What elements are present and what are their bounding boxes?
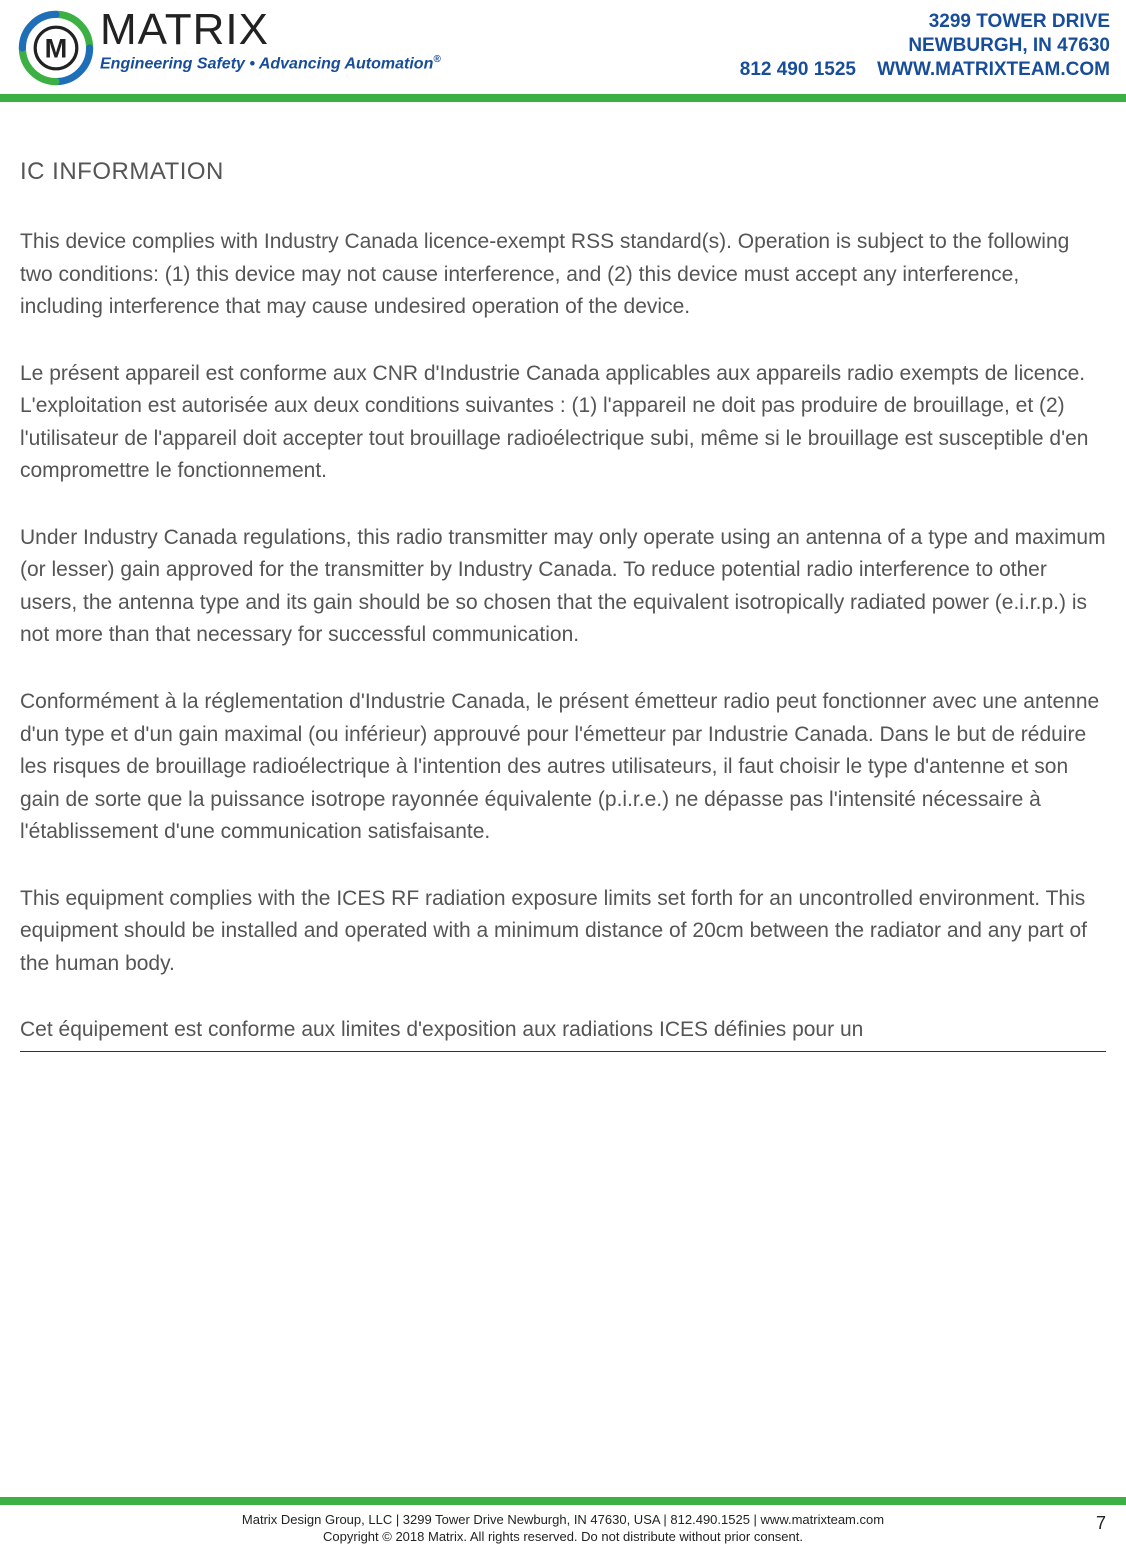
footer-line-2: Copyright © 2018 Matrix. All rights rese…	[16, 1528, 1110, 1546]
phone-number: 812 490 1525	[740, 59, 856, 80]
company-tagline: Engineering Safety • Advancing Automatio…	[100, 54, 441, 73]
page-header: M MATRIX Engineering Safety • Advancing …	[0, 0, 1126, 88]
paragraph: Conformément à la réglementation d'Indus…	[20, 686, 1106, 849]
svg-text:M: M	[45, 33, 68, 64]
paragraph: This equipment complies with the ICES RF…	[20, 883, 1106, 981]
footer-center: Matrix Design Group, LLC | 3299 Tower Dr…	[16, 1511, 1110, 1546]
content-inner: IC INFORMATION This device complies with…	[20, 158, 1106, 1052]
matrix-logo-icon: M	[16, 8, 96, 88]
paragraph: Cet équipement est conforme aux limites …	[20, 1014, 1106, 1047]
header-row: M MATRIX Engineering Safety • Advancing …	[16, 8, 1110, 88]
footer-green-bar	[0, 1497, 1126, 1505]
logo-block: M MATRIX Engineering Safety • Advancing …	[16, 8, 441, 88]
company-name: MATRIX	[100, 8, 441, 52]
address-line-1: 3299 TOWER DRIVE	[740, 10, 1110, 34]
contact-block: 3299 TOWER DRIVE NEWBURGH, IN 47630 812 …	[740, 8, 1110, 81]
document-page: M MATRIX Engineering Safety • Advancing …	[0, 0, 1126, 1562]
phone-website-line: 812 490 1525 WWW.MATRIXTEAM.COM	[740, 58, 1110, 82]
tagline-text: Engineering Safety • Advancing Automatio…	[100, 55, 433, 72]
paragraph: Le présent appareil est conforme aux CNR…	[20, 358, 1106, 488]
page-content: IC INFORMATION This device complies with…	[0, 102, 1126, 1052]
address-line-2: NEWBURGH, IN 47630	[740, 34, 1110, 58]
footer-text-block: Matrix Design Group, LLC | 3299 Tower Dr…	[0, 1505, 1126, 1562]
header-green-bar	[0, 94, 1126, 102]
paragraph: This device complies with Industry Canad…	[20, 226, 1106, 324]
page-number: 7	[1096, 1513, 1106, 1534]
logo-text-block: MATRIX Engineering Safety • Advancing Au…	[100, 8, 441, 73]
footer-line-1: Matrix Design Group, LLC | 3299 Tower Dr…	[16, 1511, 1110, 1529]
paragraph: Under Industry Canada regulations, this …	[20, 522, 1106, 652]
registered-mark: ®	[433, 54, 440, 65]
page-footer: Matrix Design Group, LLC | 3299 Tower Dr…	[0, 1497, 1126, 1562]
section-title: IC INFORMATION	[20, 158, 1106, 186]
website-url: WWW.MATRIXTEAM.COM	[877, 59, 1110, 80]
